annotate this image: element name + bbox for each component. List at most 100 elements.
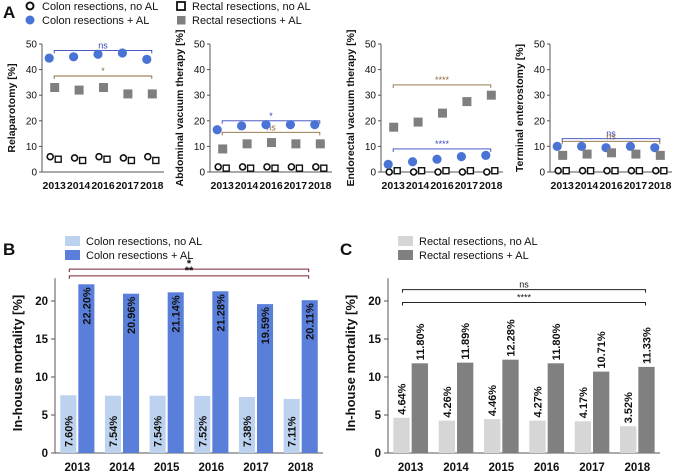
y-tick-label: 10 — [368, 372, 381, 384]
legend-label: Colon resections + AL — [86, 250, 193, 262]
bracket-label: ns — [519, 280, 529, 290]
bracket-line — [402, 302, 646, 306]
point-colon-al — [408, 157, 418, 167]
x-tick-label: 2017 — [116, 180, 140, 192]
y-tick-label: 5 — [375, 410, 382, 422]
bar-al — [257, 304, 274, 453]
data-label: 21.28% — [215, 294, 227, 332]
point-rectal-no-al — [611, 167, 619, 175]
y-tick-label: 5 — [42, 410, 49, 422]
bracket-line — [392, 84, 492, 88]
point-rectal-no-al — [127, 156, 136, 165]
x-tick-label: 2018 — [479, 180, 503, 192]
series-square-filled — [50, 83, 157, 99]
bracket-line — [68, 268, 310, 273]
x-tick-label: 2013 — [211, 180, 235, 192]
point-rectal-no-al — [393, 167, 401, 175]
point-colon-al — [552, 141, 562, 151]
point-rectal-al — [242, 139, 252, 149]
legend-label-rectal-no-al: Rectal resections, no AL — [192, 1, 311, 13]
x-tick-label: 2014 — [235, 180, 259, 192]
y-tick-label: 40 — [534, 65, 546, 76]
y-tick-label: 0 — [370, 168, 376, 179]
bar-al — [167, 292, 184, 453]
series-circle-open — [554, 166, 660, 175]
point-colon-no-al — [409, 168, 418, 176]
series-circle-filled — [44, 48, 152, 64]
panel-letter-b: B — [3, 240, 15, 259]
scatter-panel-1: 0 10 20 30 40 50 2013 2014 2016 2017 2018 Relaparot… — [6, 40, 164, 192]
data-label: 7.60% — [63, 416, 75, 447]
legend-label-colon-no-al: Colon resections, no AL — [42, 1, 158, 13]
point-rectal-no-al — [466, 167, 475, 175]
bracket-label: **** — [435, 139, 450, 149]
x-tick-label: 2016 — [199, 462, 225, 473]
x-tick-label: 2013 — [43, 180, 67, 192]
bracket-label: ns — [606, 129, 616, 139]
data-label: 3.52% — [623, 392, 635, 423]
point-colon-al — [44, 53, 54, 63]
point-rectal-no-al — [562, 167, 570, 175]
x-tick-label: 2018 — [625, 462, 651, 473]
point-rectal-al — [74, 85, 84, 95]
y-tick-label: 30 — [365, 91, 377, 102]
y-tick-label: 10 — [35, 372, 48, 384]
bar-al — [212, 291, 229, 453]
point-colon-al — [625, 141, 636, 151]
significance-bracket: **** — [392, 139, 492, 152]
bar-no-al — [104, 395, 121, 453]
x-tick-label: 2017 — [455, 180, 479, 192]
bar-panel-C: Rectal resections, no AL Rectal resection… — [343, 236, 660, 473]
point-rectal-al — [267, 138, 276, 148]
point-colon-no-al — [238, 163, 247, 171]
point-colon-no-al — [385, 168, 394, 176]
data-label: 10.71% — [596, 331, 608, 369]
bar-no-al — [574, 421, 591, 453]
point-rectal-al — [631, 149, 641, 159]
bracket-label: * — [187, 258, 192, 270]
y-tick-label: 40 — [26, 65, 38, 76]
series-circle-filled — [212, 120, 320, 135]
significance-bracket: ns — [221, 122, 321, 136]
significance-bracket: ns — [402, 280, 646, 293]
point-colon-no-al — [95, 152, 103, 161]
x-tick-label: 2016 — [91, 180, 115, 192]
series-circle-open — [385, 168, 491, 176]
significance-bracket: * — [68, 258, 310, 273]
data-label: 11.33% — [641, 327, 653, 364]
x-tick-label: 2014 — [443, 462, 469, 473]
bar-no-al — [393, 417, 410, 453]
point-colon-al — [212, 125, 222, 135]
x-tick-label: 2017 — [243, 462, 269, 473]
point-rectal-no-al — [152, 156, 160, 165]
significance-bracket: **** — [392, 75, 492, 88]
bracket-line — [53, 75, 153, 79]
point-rectal-no-al — [417, 167, 426, 175]
significance-bracket: ** — [68, 265, 310, 279]
y-tick-label: 10 — [534, 142, 546, 153]
scatter-panel-4: 0 10 20 30 40 50 2013 2014 2016 2017 2018 Terminal … — [514, 40, 672, 192]
y-tick-label: 0 — [539, 168, 545, 179]
bracket-label: ns — [98, 40, 108, 50]
bar-panel-B: Colon resections, no AL Colon resections … — [10, 236, 323, 473]
series-square-filled — [558, 148, 665, 160]
point-colon-no-al — [311, 163, 320, 171]
legend-marker-rectal-no-al — [176, 1, 186, 11]
point-colon-no-al — [603, 166, 611, 175]
point-colon-al — [69, 52, 79, 62]
y-tick-label: 30 — [194, 91, 206, 102]
legend-label: Rectal resections, no AL — [419, 236, 538, 248]
bar-al — [301, 300, 318, 453]
legend-B: Colon resections, no AL Colon resections … — [65, 236, 202, 262]
legend-swatch — [398, 236, 413, 246]
bracket-line — [392, 148, 492, 152]
bar-al — [547, 363, 564, 453]
point-rectal-al — [486, 90, 496, 100]
point-colon-no-al — [287, 163, 296, 171]
x-tick-label: 2013 — [382, 180, 406, 192]
y-tick-label: 0 — [375, 448, 381, 460]
point-colon-no-al — [46, 152, 55, 161]
point-rectal-no-al — [271, 164, 279, 172]
bracket-label: ns — [266, 122, 276, 132]
data-label: 4.46% — [487, 385, 499, 416]
